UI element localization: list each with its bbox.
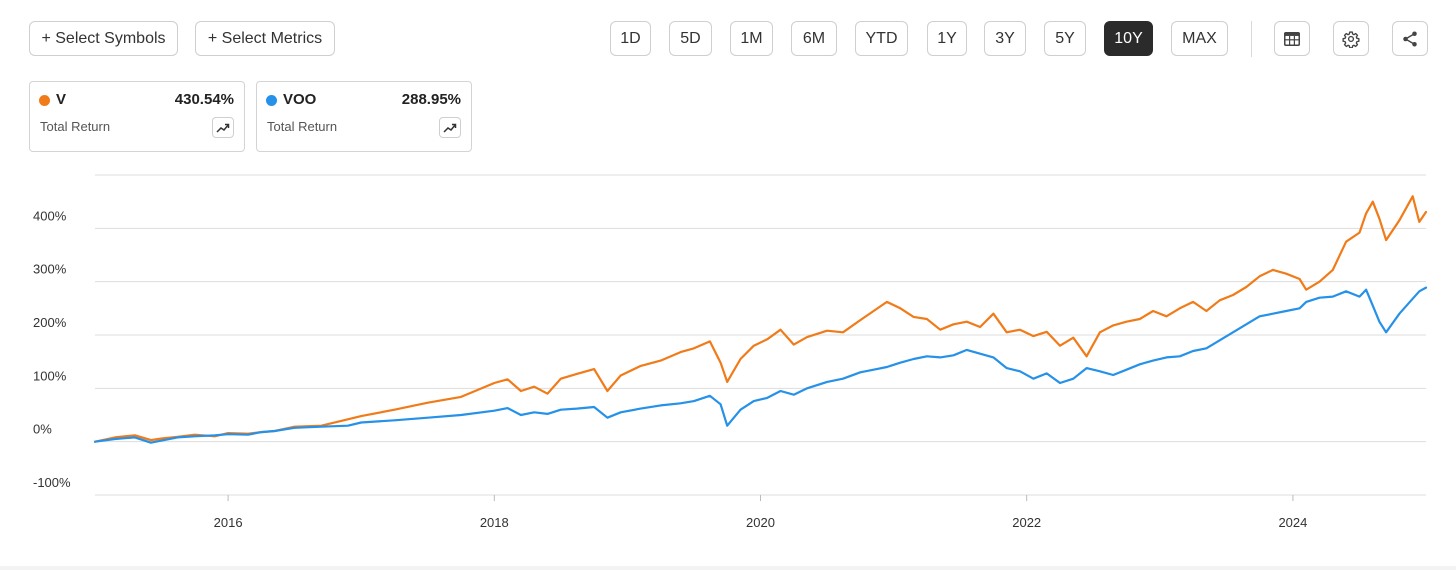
trending-up-icon <box>443 123 457 133</box>
chart-type-button[interactable] <box>439 117 461 138</box>
range-button-ytd[interactable]: YTD <box>855 21 908 56</box>
y-tick-label: 0% <box>33 422 52 437</box>
range-button-1y[interactable]: 1Y <box>927 21 967 56</box>
trending-up-icon <box>216 123 230 133</box>
range-button-5d[interactable]: 5D <box>669 21 712 56</box>
range-button-6m[interactable]: 6M <box>791 21 837 56</box>
table-icon <box>1284 31 1300 46</box>
y-tick-label: -100% <box>33 475 71 490</box>
settings-button[interactable] <box>1333 21 1369 56</box>
range-button-1m[interactable]: 1M <box>730 21 773 56</box>
select-metrics-button[interactable]: + Select Metrics <box>195 21 335 56</box>
range-button-5y[interactable]: 5Y <box>1044 21 1086 56</box>
toolbar-divider <box>1251 21 1252 57</box>
card-metric-label: Total Return <box>267 119 338 134</box>
y-tick-label: 300% <box>33 262 67 277</box>
x-tick-label: 2018 <box>480 515 509 530</box>
x-tick-label: 2024 <box>1278 515 1307 530</box>
series-line-voo <box>93 286 1428 444</box>
card-symbol: V <box>56 91 67 108</box>
select-symbols-button[interactable]: + Select Symbols <box>29 21 178 56</box>
chart-type-button[interactable] <box>212 117 234 138</box>
share-button[interactable] <box>1392 21 1428 56</box>
series-line-v <box>93 195 1428 443</box>
y-tick-label: 200% <box>33 315 67 330</box>
legend-card-v[interactable]: V 430.54% Total Return <box>29 81 245 152</box>
total-return-chart[interactable]: -100% 0% 100% 200% 300% 400% 2016 2018 2020 2022 2… <box>0 160 1456 560</box>
card-return-value: 288.95% <box>401 91 461 108</box>
card-return-value: 430.54% <box>174 91 234 108</box>
card-symbol: VOO <box>283 91 317 108</box>
table-view-button[interactable] <box>1274 21 1310 56</box>
x-tick-label: 2016 <box>214 515 243 530</box>
x-tick-label: 2022 <box>1012 515 1041 530</box>
card-metric-label: Total Return <box>40 119 111 134</box>
bottom-border <box>0 566 1456 570</box>
series-color-dot <box>39 95 50 106</box>
series-color-dot <box>266 95 277 106</box>
range-button-1d[interactable]: 1D <box>610 21 651 56</box>
range-button-3y[interactable]: 3Y <box>984 21 1026 56</box>
range-button-10y[interactable]: 10Y <box>1104 21 1153 56</box>
range-button-max[interactable]: MAX <box>1171 21 1228 56</box>
x-tick-label: 2020 <box>746 515 775 530</box>
gear-icon <box>1342 30 1360 48</box>
legend-card-voo[interactable]: VOO 288.95% Total Return <box>256 81 472 152</box>
y-tick-label: 400% <box>33 208 67 223</box>
share-icon <box>1403 31 1417 46</box>
y-tick-label: 100% <box>33 368 67 383</box>
